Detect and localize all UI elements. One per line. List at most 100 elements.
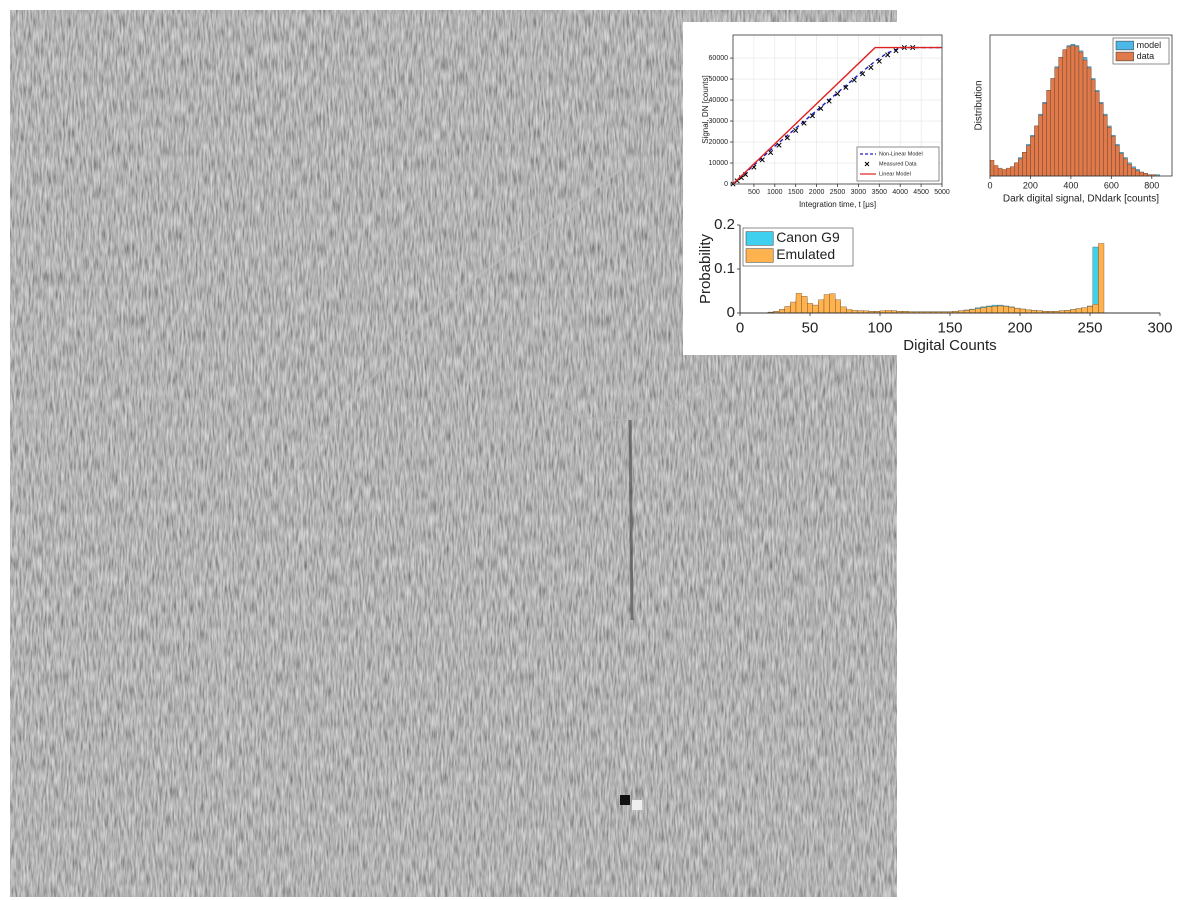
data-point (885, 52, 891, 58)
data-point (876, 58, 882, 64)
histogram-bar (1074, 46, 1080, 177)
x-tick-label: 4000 (892, 189, 908, 196)
histogram-bar (991, 306, 998, 314)
y-tick-label: 20000 (709, 139, 729, 146)
histogram-bar (980, 307, 987, 314)
histogram-bar (795, 293, 802, 314)
histogram-bar (997, 167, 1003, 177)
histogram-bar (1014, 162, 1019, 177)
legend-box (856, 146, 940, 182)
data-point (893, 48, 899, 54)
data-point (776, 142, 782, 148)
data-point (801, 120, 807, 126)
histogram-bar (1135, 170, 1140, 177)
data-point (768, 149, 774, 156)
histogram-bar (846, 309, 853, 314)
legend-label: Emulated (776, 246, 835, 262)
histogram-bar (1092, 304, 1099, 314)
histogram-bar (1034, 125, 1039, 177)
histogram-bar (1010, 166, 1015, 177)
histogram-bar (1115, 145, 1120, 177)
image-streak (788, 419, 847, 891)
legend-label: Measured Data (879, 161, 918, 167)
data-point (826, 98, 832, 104)
x-tick-label: 800 (1144, 180, 1159, 190)
histogram-bar (823, 294, 830, 314)
histogram-bar (1018, 158, 1023, 177)
y-axis-label: Signal, DN [counts] (701, 75, 710, 143)
x-tick-label: 150 (937, 319, 962, 336)
histogram-bar (1127, 163, 1132, 177)
legend-swatch (745, 231, 774, 246)
histogram-bar (1038, 115, 1043, 177)
data-point (860, 71, 866, 77)
y-tick-label: 10000 (709, 160, 729, 167)
x-tick-label: 0 (987, 180, 992, 190)
data-point (843, 84, 849, 91)
y-tick-label: 40000 (709, 97, 729, 104)
histogram-bar (1022, 152, 1027, 177)
x-tick-label: 2000 (809, 189, 825, 196)
histogram-bar (1070, 45, 1076, 177)
histogram-bar (1008, 307, 1015, 314)
x-tick-label: 4500 (913, 189, 929, 196)
histogram-bar (1081, 307, 1088, 314)
histogram-bar (1092, 246, 1099, 314)
y-tick-label: 0 (724, 181, 728, 188)
histogram-bar (969, 309, 976, 314)
histogram-bar (1107, 127, 1112, 177)
x-tick-label: 3000 (851, 189, 867, 196)
image-spot (632, 800, 642, 810)
data-point (809, 113, 815, 119)
histogram-bar (1111, 136, 1116, 177)
histogram-bar (1086, 67, 1092, 177)
x-tick-label: 3500 (872, 189, 888, 196)
x-tick-label: 250 (1077, 319, 1102, 336)
legend-label: data (1137, 51, 1156, 61)
image-streak (524, 14, 722, 422)
y-tick-label: 60000 (709, 55, 729, 62)
histogram-bar (801, 296, 808, 314)
image-streak (268, 168, 621, 501)
histogram-bar (1098, 243, 1105, 314)
histogram-bar (807, 303, 814, 314)
histogram-bar (1090, 79, 1096, 177)
x-tick-label: 400 (1063, 180, 1078, 190)
chart: 0 200 400 600 800 Dark digital signal, DNdark… (974, 34, 1173, 205)
histogram-bar (835, 299, 842, 314)
histogram-bar (986, 306, 993, 314)
charts: 500 1000 1500 2000 2500 3000 3500 4000 4500 50000… (697, 34, 1173, 354)
histogram-bar (997, 305, 1004, 314)
x-tick-label: 500 (748, 189, 760, 196)
histogram-bar (1019, 308, 1026, 314)
histogram-bar (1131, 167, 1136, 177)
x-tick-label: 100 (867, 319, 892, 336)
chart: 500 1000 1500 2000 2500 3000 3500 4000 4500 50000… (701, 34, 950, 209)
image-streak (628, 419, 634, 621)
x-tick-label: 1500 (788, 189, 804, 196)
legend-label: Canon G9 (776, 229, 840, 245)
y-tick-label: 50000 (709, 76, 729, 83)
histogram-bar (1026, 145, 1031, 177)
histogram-bar (1042, 103, 1047, 177)
data-point (759, 157, 765, 163)
chart: 0 50 100 150 200 250 300 0 0.1 0.2 Digital Counts P… (697, 216, 1173, 354)
x-tick-label: 0 (736, 319, 744, 336)
data-line (732, 46, 942, 185)
histogram-bar (1066, 46, 1072, 177)
histogram-bar (1098, 103, 1104, 177)
data-point (834, 91, 841, 97)
data-point (851, 77, 857, 83)
histogram-bar (1119, 153, 1124, 177)
histogram-bar (790, 301, 797, 314)
data-point (868, 64, 874, 71)
x-tick-label: 600 (1104, 180, 1119, 190)
x-axis-label: Digital Counts (903, 337, 996, 354)
overlay-panel (683, 22, 897, 355)
x-tick-label: 50 (802, 319, 819, 336)
histogram-bar (1003, 306, 1010, 314)
legend-swatch (1115, 40, 1134, 51)
legend-label: Non-Linear Model (879, 151, 923, 157)
plot-frame (732, 34, 943, 185)
histogram-bar (1030, 136, 1035, 177)
